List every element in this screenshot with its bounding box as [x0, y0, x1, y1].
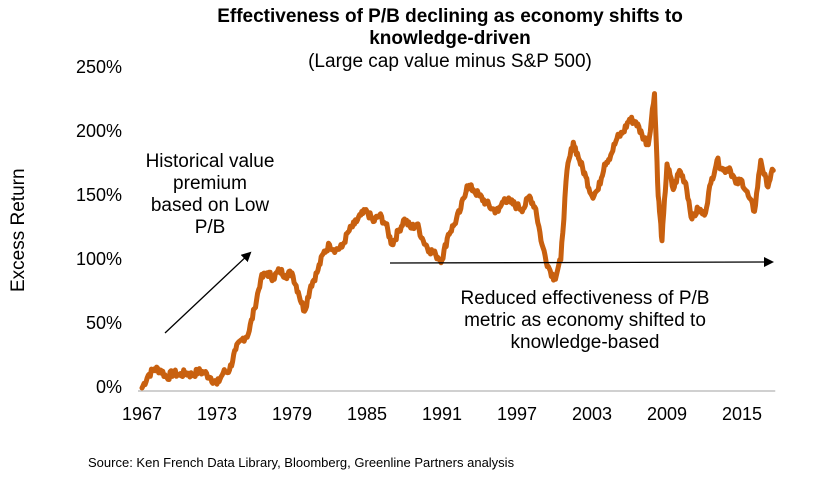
- x-tick-label: 2009: [646, 404, 688, 424]
- y-tick-label: 50%: [85, 313, 122, 333]
- x-tick-label: 1967: [121, 404, 163, 424]
- source-note: Source: Ken French Data Library, Bloombe…: [88, 455, 515, 470]
- y-tick-label: 250%: [75, 57, 122, 77]
- chart-title-line-2: knowledge-driven: [369, 28, 531, 49]
- x-tick-label: 1973: [196, 404, 238, 424]
- annotation-historical: Historical value premium based on Low P/…: [125, 151, 295, 239]
- annotation-historical-line: Historical value: [145, 151, 275, 172]
- chart-subtitle: (Large cap value minus S&P 500): [308, 51, 592, 72]
- annotation-reduced-line: knowledge-based: [510, 332, 660, 353]
- y-tick-label: 100%: [75, 249, 122, 269]
- chart-title: Effectiveness of P/B declining as econom…: [150, 6, 750, 50]
- y-tick-label: 150%: [75, 185, 122, 205]
- annotation-historical-line: P/B: [194, 217, 226, 238]
- x-tick-label: 1991: [421, 404, 463, 424]
- x-tick-label: 2003: [571, 404, 613, 424]
- x-tick-label: 2015: [721, 404, 763, 424]
- annotation-reduced-line: Reduced effectiveness of P/B: [460, 288, 710, 309]
- y-tick-label: 0%: [95, 377, 122, 397]
- annotation-arrow-historical: [164, 251, 252, 334]
- annotation-historical-line: based on Low: [150, 195, 270, 216]
- chart-title-line-1: Effectiveness of P/B declining as econom…: [217, 6, 683, 27]
- annotation-reduced: Reduced effectiveness of P/B metric as e…: [420, 288, 750, 354]
- x-tick-label: 1985: [346, 404, 388, 424]
- annotation-arrow-reduced: [389, 257, 774, 268]
- x-tick-label: 1979: [271, 404, 313, 424]
- series-line: [139, 91, 776, 391]
- y-tick-label: 200%: [75, 121, 122, 141]
- x-tick-label: 1997: [496, 404, 538, 424]
- annotation-historical-line: premium: [173, 173, 247, 194]
- annotation-reduced-line: metric as economy shifted to: [464, 310, 706, 331]
